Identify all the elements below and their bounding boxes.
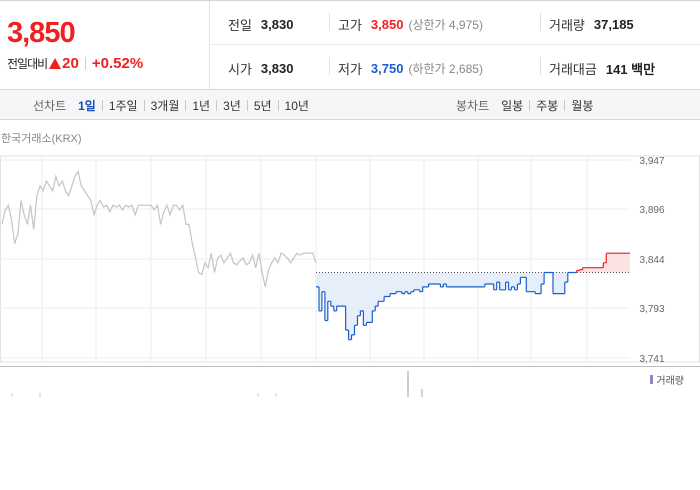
stat-label: 거래량 <box>549 18 585 33</box>
previous-session-line <box>1 169 317 288</box>
stat-divider <box>329 57 330 75</box>
stat-divider <box>540 13 541 31</box>
stat-open: 시가 3,830 <box>228 59 293 78</box>
tab-5y[interactable]: 5년 <box>253 98 272 113</box>
stat-divider <box>540 57 541 75</box>
tab-divider <box>143 99 145 111</box>
y-tick-label: 3,947 <box>639 156 664 167</box>
change-label: 전일대비 <box>7 56 48 71</box>
volume-swatch <box>650 375 654 384</box>
stat-prev-close: 전일 3,830 <box>228 15 293 34</box>
change-percent: +0.52% <box>91 54 144 72</box>
stat-high: 고가 3,850 (상한가 4,975) <box>338 15 483 34</box>
candle-chart-label: 봉차트 <box>456 98 490 113</box>
volume-ticks <box>11 371 423 397</box>
tab-monthly[interactable]: 월봉 <box>571 98 594 113</box>
chart-tab-bar: 선차트 1일 1주일 3개월 1년 3년 5년 10년 봉차트 일봉 주봉 월봉 <box>0 90 700 120</box>
stat-label: 전일 <box>228 18 252 33</box>
y-tick-label: 3,896 <box>639 205 664 216</box>
change-row: 전일대비 20 +0.52% <box>7 54 143 72</box>
price-summary: 3,850 전일대비 20 +0.52% 전일 3,830 고가 3,850 (… <box>0 0 700 90</box>
below-reference-fill <box>316 272 630 340</box>
above-reference-fill <box>316 253 630 273</box>
stat-value: 37,185 <box>593 17 634 32</box>
tab-divider <box>564 99 566 111</box>
stats-row-1: 전일 3,830 고가 3,850 (상한가 4,975) 거래량 37,185 <box>211 1 700 45</box>
tab-divider <box>216 99 218 111</box>
stat-value: 3,750 <box>370 61 404 76</box>
stat-label: 고가 <box>338 18 362 33</box>
tab-1y[interactable]: 1년 <box>192 98 211 113</box>
stat-value: 3,830 <box>260 61 294 76</box>
current-session-line-down <box>316 271 577 341</box>
stat-trade-value: 거래대금 141 백만 <box>549 59 655 78</box>
y-tick-label: 3,741 <box>639 354 664 365</box>
current-price-box: 3,850 전일대비 20 +0.52% <box>0 1 210 90</box>
tab-divider <box>246 99 248 111</box>
change-divider <box>84 56 86 70</box>
stat-divider <box>329 13 330 31</box>
y-tick-label: 3,793 <box>639 304 664 315</box>
tab-divider <box>101 99 103 111</box>
current-session-line-up <box>576 252 630 273</box>
tab-3y[interactable]: 3년 <box>223 98 241 113</box>
volume-legend: 거래량 <box>650 372 684 387</box>
tab-10y[interactable]: 10년 <box>284 98 309 113</box>
candle-chart-tabs: 봉차트 일봉 주봉 월봉 <box>456 90 593 120</box>
tab-divider <box>185 99 187 111</box>
tab-1d[interactable]: 1일 <box>78 98 96 113</box>
stat-label: 저가 <box>338 62 362 77</box>
current-price: 3,850 <box>7 17 76 49</box>
y-tick-label: 3,844 <box>639 255 664 266</box>
price-chart[interactable]: 3,947 3,896 3,844 3,793 3,741 <box>0 140 700 366</box>
line-chart-label: 선차트 <box>33 98 67 113</box>
line-chart-tabs: 선차트 1일 1주일 3개월 1년 3년 5년 10년 <box>33 90 309 120</box>
stat-low: 저가 3,750 (하한가 2,685) <box>338 59 483 78</box>
change-amount: 20 <box>62 54 79 72</box>
tab-1w[interactable]: 1주일 <box>108 98 138 113</box>
stats-table: 전일 3,830 고가 3,850 (상한가 4,975) 거래량 37,185… <box>211 1 700 90</box>
stat-limit: (하한가 2,685) <box>408 62 483 76</box>
tab-divider <box>529 99 531 111</box>
stat-volume: 거래량 37,185 <box>549 15 634 34</box>
volume-legend-label: 거래량 <box>656 376 684 387</box>
stat-label: 시가 <box>228 62 252 77</box>
tab-weekly[interactable]: 주봉 <box>536 98 559 113</box>
stat-label: 거래대금 <box>549 62 597 77</box>
tab-divider <box>277 99 279 111</box>
tab-daily[interactable]: 일봉 <box>501 98 524 113</box>
volume-chart <box>0 366 700 397</box>
tab-3m[interactable]: 3개월 <box>150 98 180 113</box>
stat-value: 3,850 <box>370 17 404 32</box>
stat-limit: (상한가 4,975) <box>408 18 483 32</box>
stat-value: 141 백만 <box>605 62 656 77</box>
stats-row-2: 시가 3,830 저가 3,750 (하한가 2,685) 거래대금 141 백… <box>211 45 700 89</box>
up-triangle-icon <box>49 57 62 69</box>
stat-value: 3,830 <box>260 17 294 32</box>
chart-source: 한국거래소(KRX) <box>1 133 82 145</box>
